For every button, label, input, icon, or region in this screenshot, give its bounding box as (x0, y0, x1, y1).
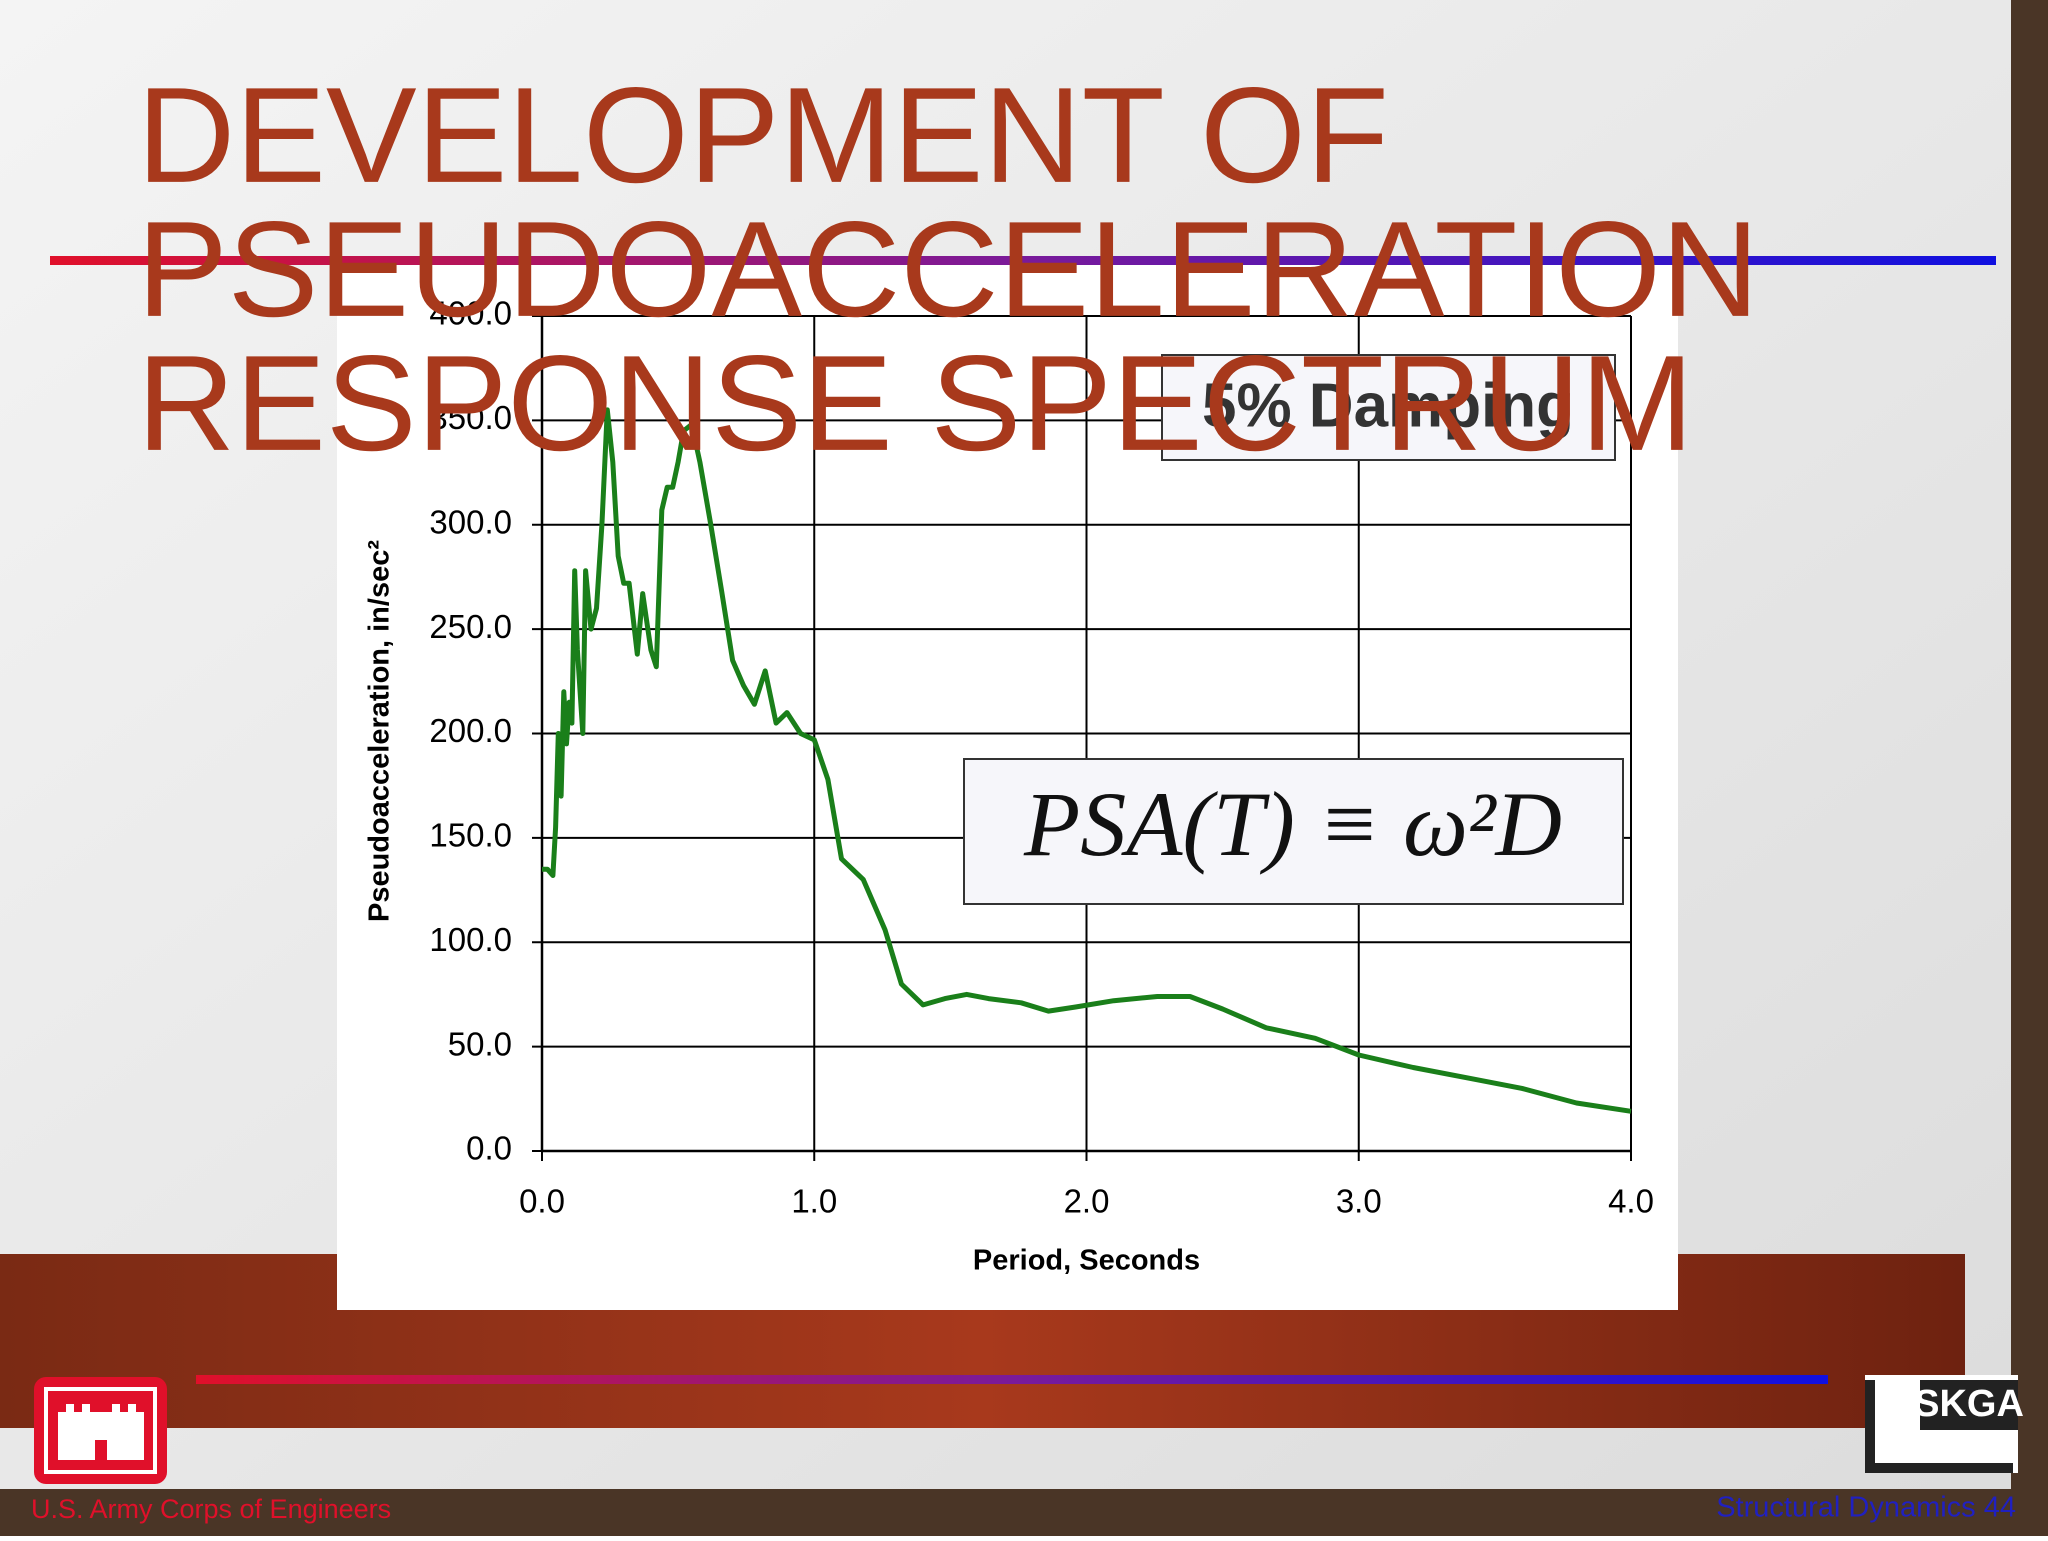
annotation-box (1161, 354, 1616, 461)
chart: 0.0 50.0 100.0 150.0 200.0 250.0 300.0 350.0 400… (364, 295, 1654, 1277)
y-tick-label: 150.0 (429, 817, 512, 854)
y-tick-label: 0.0 (466, 1130, 512, 1167)
y-tick-label: 400.0 (429, 295, 512, 332)
bottom-rule (196, 1375, 1828, 1384)
formula-box (963, 758, 1624, 905)
y-axis-title: Pseudoacceleration, in/sec² (364, 540, 396, 922)
annotation: 5% Damping (1202, 371, 1574, 440)
logo-text: SKGA (1914, 1383, 2024, 1425)
footer-right: Structural Dynamics 44 (1716, 1492, 2016, 1524)
footer-left: U.S. Army Corps of Engineers (31, 1494, 391, 1524)
x-tick-label: 1.0 (791, 1183, 837, 1220)
data-line (542, 407, 1632, 1114)
x-tick-label: 2.0 (1064, 1183, 1110, 1220)
y-tick-label: 50.0 (448, 1025, 512, 1062)
y-tick-label: 100.0 (429, 921, 512, 958)
slide-title-line: DEVELOPMENT OF (137, 59, 1389, 211)
x-tick-label: 4.0 (1608, 1183, 1654, 1220)
x-axis-title: Period, Seconds (973, 1245, 1200, 1277)
slide-title-line: PSEUDOACCELERATION (137, 193, 1759, 345)
formula: PSA(T) ≡ ω²D (1023, 773, 1562, 875)
y-tick-label: 200.0 (429, 712, 512, 749)
y-tick-label: 250.0 (429, 608, 512, 645)
castle-logo (34, 1377, 167, 1484)
x-tick-label: 3.0 (1336, 1183, 1382, 1220)
skga-logo: SKGA (1865, 1375, 2024, 1473)
slide-title-line: RESPONSE SPECTRUM (137, 327, 1694, 479)
top-rule (50, 256, 1996, 265)
x-tick-label: 0.0 (519, 1183, 565, 1220)
y-tick-label: 300.0 (429, 503, 512, 540)
y-tick-label: 350.0 (429, 399, 512, 436)
